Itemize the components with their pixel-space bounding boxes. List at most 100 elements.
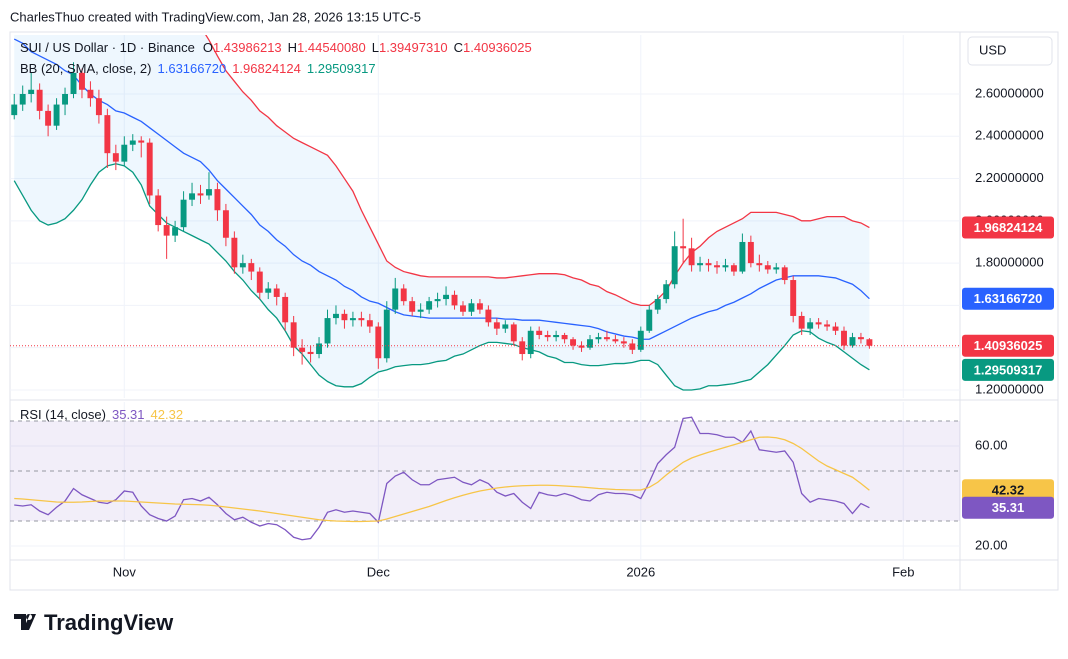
- candle-body: [239, 263, 246, 268]
- candle-body: [146, 142, 153, 196]
- candle-body: [553, 334, 560, 338]
- indicator-value: 1.96824124: [232, 61, 301, 76]
- candle-body: [95, 98, 102, 116]
- candle-body: [832, 326, 839, 331]
- candle-body: [637, 330, 644, 350]
- candle-body: [53, 104, 60, 126]
- candle-body: [417, 309, 424, 312]
- indicator-value: 1.29509317: [307, 61, 376, 76]
- candle-body: [451, 294, 458, 306]
- candle-body: [824, 324, 831, 327]
- candle-body: [155, 195, 162, 226]
- candle-body: [206, 189, 212, 196]
- candle-body: [773, 267, 780, 270]
- candle-body: [36, 89, 43, 111]
- candle-body: [578, 345, 585, 348]
- candle-body: [680, 246, 687, 249]
- candle-body: [383, 309, 390, 359]
- candle-body: [841, 330, 847, 346]
- y-tick-label: 2.20000000: [975, 170, 1044, 185]
- price-badge-label: 35.31: [992, 500, 1025, 515]
- rsi-line: [14, 416, 870, 541]
- candle-body: [502, 324, 509, 329]
- y-tick-label: 2.40000000: [975, 128, 1044, 143]
- candle-body: [620, 341, 627, 344]
- price-badge-label: 1.29509317: [974, 362, 1043, 377]
- price-pane: [10, 35, 960, 391]
- price-badge: [962, 496, 1054, 519]
- y-tick-label: 20.00: [975, 537, 1008, 552]
- candle-body: [519, 341, 526, 355]
- ohlc-value: 1.39497310: [379, 40, 448, 55]
- candle-body: [493, 322, 500, 329]
- logo-icon: [14, 614, 36, 630]
- logo-text: TradingView: [44, 610, 174, 635]
- candle-body: [688, 248, 695, 266]
- candle-body: [197, 193, 204, 196]
- candle-body: [485, 309, 492, 323]
- candle-body: [358, 318, 365, 321]
- candle-body: [510, 324, 517, 342]
- candle-body: [392, 288, 399, 310]
- price-badge-label: 1.63166720: [974, 291, 1043, 306]
- candle-body: [612, 339, 619, 342]
- x-tick-label: Nov: [113, 564, 137, 579]
- candle-body: [807, 322, 814, 329]
- attribution: CharlesThuo created with TradingView.com…: [10, 9, 421, 24]
- price-badge-label: 1.96824124: [974, 220, 1043, 235]
- candle-body: [790, 280, 797, 316]
- rsi-legend: RSI (14, close) 35.31 42.32: [20, 407, 183, 422]
- bb-legend: BB (20, SMA, close, 2) 1.63166720 1.968241…: [20, 61, 376, 76]
- candle-body: [646, 309, 653, 331]
- indicator-value: 35.31: [112, 407, 145, 422]
- candle-body: [129, 140, 136, 145]
- candle-body: [654, 299, 661, 310]
- currency-button[interactable]: [967, 36, 1053, 66]
- candle-body: [536, 330, 543, 335]
- candle-body: [214, 189, 221, 211]
- candle-body: [409, 301, 416, 312]
- price-badge-label: 1.40936025: [974, 338, 1043, 353]
- candle-body: [570, 339, 577, 346]
- y-tick-label: 1.20000000: [975, 381, 1044, 396]
- y-tick-label: 1.80000000: [975, 255, 1044, 270]
- band-line: [13, 38, 870, 340]
- candle-body: [544, 334, 551, 338]
- x-tick-label: 2026: [626, 564, 655, 579]
- candle-body: [697, 263, 704, 266]
- candle-body: [121, 144, 128, 162]
- candle-body: [163, 225, 170, 236]
- candle-body: [849, 337, 856, 346]
- indicator-value: 42.32: [151, 407, 184, 422]
- candle-body: [714, 265, 720, 268]
- candle-body: [527, 330, 534, 355]
- candle-body: [62, 93, 68, 105]
- candle-body: [739, 241, 746, 272]
- candle-body: [256, 271, 263, 293]
- candle-body: [282, 296, 289, 323]
- candle-body: [460, 305, 466, 312]
- candle-body: [798, 315, 805, 329]
- currency[interactable]: USD: [979, 42, 1006, 57]
- candle-body: [857, 337, 864, 340]
- candle-body: [290, 322, 297, 348]
- ohlc-value: 1.43986213: [213, 40, 282, 55]
- candle-body: [333, 313, 339, 319]
- price-badge: [962, 334, 1054, 357]
- x-tick-label: Dec: [367, 564, 391, 579]
- candle-body: [747, 241, 754, 264]
- price-badge: [962, 479, 1054, 502]
- candle-body: [316, 343, 323, 355]
- candle-body: [603, 337, 610, 340]
- candle-body: [70, 72, 77, 94]
- candle-body: [79, 72, 85, 90]
- candle-body: [629, 343, 636, 350]
- candle-body: [595, 337, 602, 340]
- rsi-line: [14, 436, 870, 523]
- candle-body: [730, 265, 737, 272]
- candle-body: [587, 339, 593, 348]
- candle-body: [663, 284, 670, 300]
- candle-body: [307, 351, 314, 355]
- y-tick-label: 60.00: [975, 437, 1008, 452]
